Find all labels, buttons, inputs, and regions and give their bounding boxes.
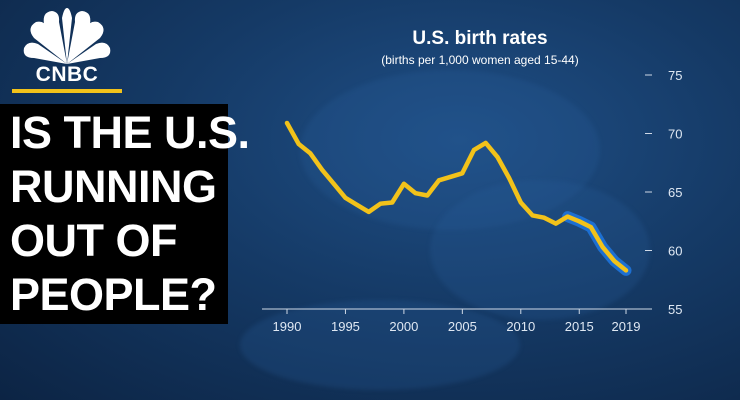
data-point: [530, 213, 535, 218]
peacock-icon: [23, 8, 111, 65]
data-point: [483, 140, 488, 145]
data-point: [542, 215, 547, 220]
y-tick-label: 65: [668, 185, 682, 200]
chart-subtitle: (births per 1,000 women aged 15-44): [381, 53, 579, 67]
logo-underline: [12, 89, 122, 93]
data-point: [296, 142, 301, 147]
data-point: [518, 200, 523, 205]
y-tick-label: 70: [668, 127, 682, 142]
headline-line-4: PEOPLE?: [10, 269, 217, 320]
data-point: [343, 195, 348, 200]
cnbc-logo-text: CNBC: [35, 63, 99, 86]
data-point: [577, 219, 582, 224]
data-point: [612, 259, 617, 264]
data-point: [285, 120, 289, 125]
data-point: [401, 181, 406, 186]
data-point: [320, 167, 325, 172]
data-point: [472, 147, 477, 152]
headline-line-3: OUT OF: [10, 215, 177, 266]
x-tick-label: 2005: [448, 319, 477, 334]
data-point: [448, 174, 453, 179]
y-tick-label: 60: [668, 244, 682, 259]
y-tick-label: 55: [668, 302, 682, 317]
data-point: [553, 221, 558, 226]
data-point: [308, 151, 313, 156]
data-point: [413, 191, 418, 196]
headline-box: IS THE U.S. RUNNING OUT OF PEOPLE?: [0, 104, 250, 324]
y-tick-label: 75: [668, 68, 682, 83]
data-point: [390, 200, 395, 205]
headline-line-1: IS THE U.S.: [10, 107, 250, 158]
map-background-shape: [240, 300, 520, 390]
data-point: [565, 214, 570, 219]
headline-line-2: RUNNING: [10, 161, 217, 212]
x-tick-label: 2019: [612, 319, 641, 334]
data-point: [495, 154, 500, 159]
data-point: [331, 181, 336, 186]
data-point: [460, 171, 465, 176]
data-point: [378, 201, 383, 206]
x-tick-label: 1995: [331, 319, 360, 334]
data-point: [436, 178, 441, 183]
map-background-shape: [300, 70, 600, 230]
data-point: [366, 209, 371, 214]
x-tick-label: 2000: [389, 319, 418, 334]
x-tick-label: 2015: [565, 319, 594, 334]
data-point: [588, 225, 593, 230]
data-point: [507, 175, 512, 180]
x-tick-label: 2010: [506, 319, 535, 334]
data-point: [600, 244, 605, 249]
chart-title: U.S. birth rates: [412, 28, 548, 49]
map-background-shape: [430, 180, 650, 320]
data-point: [355, 202, 360, 207]
data-point: [624, 268, 628, 273]
data-point: [425, 193, 430, 198]
x-tick-label: 1990: [273, 319, 302, 334]
birth-rate-line: [284, 120, 629, 273]
